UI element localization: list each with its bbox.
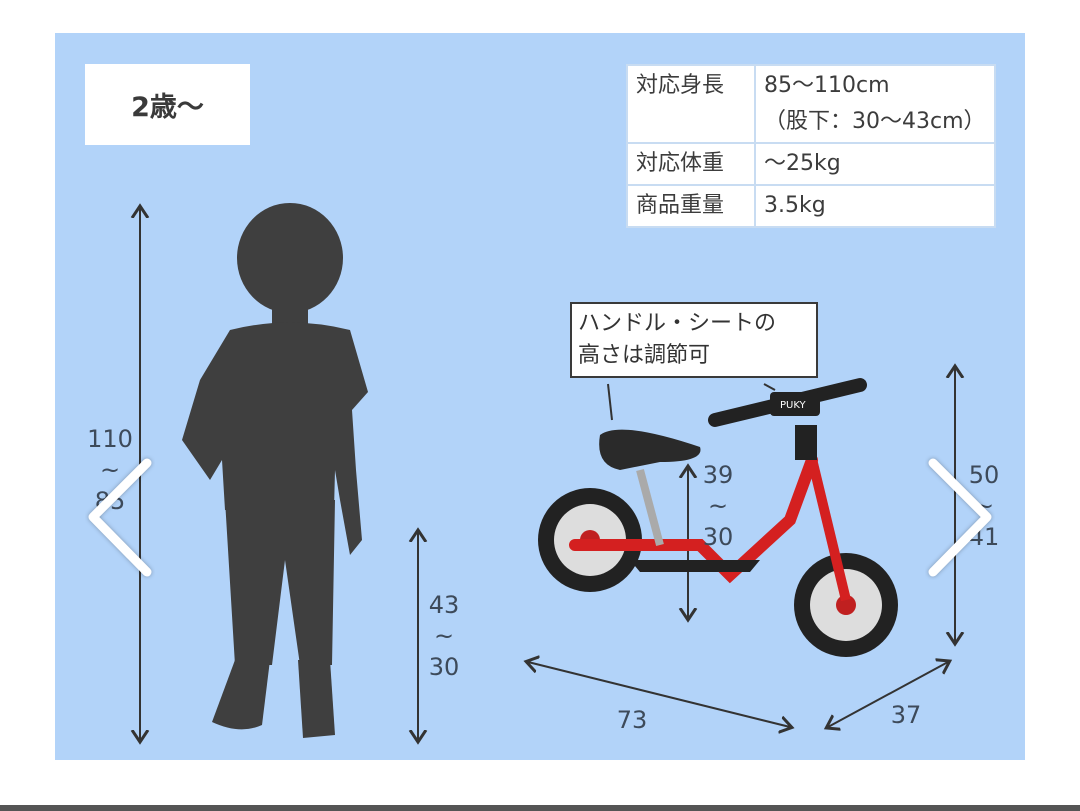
spec-table: 対応身長 85～110cm （股下：30～43cm） 対応体重 ～25kg 商品重…: [626, 64, 996, 228]
dim-sep: ~: [433, 622, 455, 650]
table-row: 対応身長 85～110cm （股下：30～43cm）: [626, 64, 996, 144]
divider: [0, 805, 1080, 811]
spec-value: 85～110cm （股下：30～43cm）: [754, 64, 996, 144]
spec-key: 対応身長: [626, 64, 756, 144]
width-arrow: [828, 662, 948, 727]
svg-text:PUKY: PUKY: [780, 400, 807, 411]
dim-min: 30: [428, 653, 460, 681]
child-height-label: 110 ~ 85: [86, 424, 134, 517]
spec-value: 3.5kg: [754, 184, 996, 228]
dim-sep: ~: [707, 492, 729, 520]
dim-max: 39: [702, 461, 734, 489]
dim-sep: ~: [99, 456, 121, 484]
length-label: 73: [616, 706, 648, 734]
width-label: 37: [890, 701, 922, 729]
age-label: 2歳～: [85, 64, 250, 145]
dim-min: 30: [702, 523, 734, 551]
balance-bike: PUKY: [538, 378, 898, 657]
next-image-button[interactable]: [925, 455, 995, 580]
chevron-right-icon: [928, 458, 992, 577]
spec-value: ～25kg: [754, 142, 996, 186]
dim-max: 110: [87, 425, 133, 453]
table-row: 対応体重 ～25kg: [626, 142, 996, 186]
spec-key: 商品重量: [626, 184, 756, 228]
spec-key: 対応体重: [626, 142, 756, 186]
length-arrow: [528, 662, 790, 727]
seat-height-label: 39 ~ 30: [696, 460, 740, 553]
adjustable-callout: ハンドル・シートの 高さは調節可: [570, 302, 818, 378]
spec-value-line: 85～110cm: [764, 73, 890, 98]
child-silhouette: [182, 203, 368, 738]
callout-line: 高さは調節可: [578, 343, 711, 368]
spec-value-line: （股下：30～43cm）: [764, 109, 986, 134]
dim-max: 43: [428, 591, 460, 619]
chevron-left-icon: [88, 458, 152, 577]
callout-line: ハンドル・シートの: [578, 311, 777, 336]
dim-max: 50: [968, 461, 1000, 489]
table-row: 商品重量 3.5kg: [626, 184, 996, 228]
prev-image-button[interactable]: [85, 455, 155, 580]
inseam-label: 43 ~ 30: [422, 590, 466, 683]
